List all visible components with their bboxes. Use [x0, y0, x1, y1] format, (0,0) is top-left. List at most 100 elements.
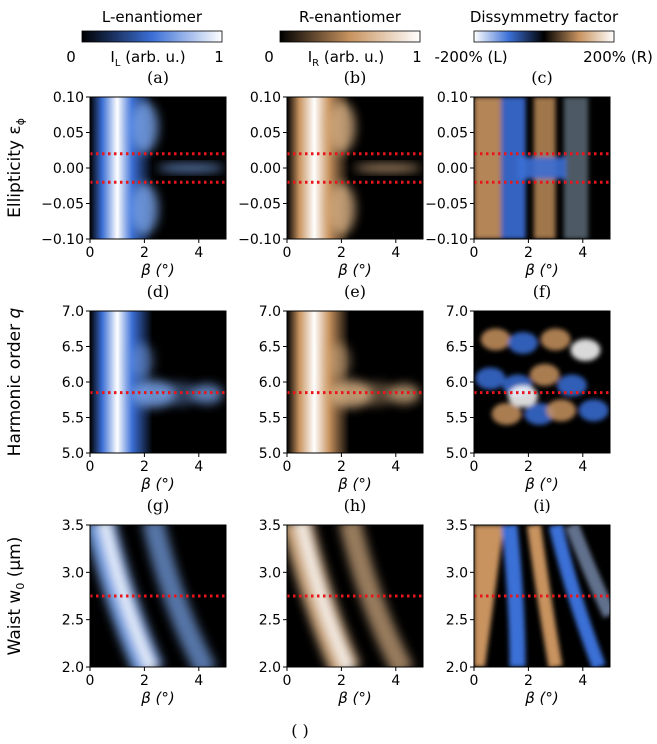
y-tick-label: 6.0 — [259, 375, 281, 391]
y-tick-label: 0.05 — [437, 126, 468, 142]
panel-label: (a) — [147, 68, 169, 87]
y-tick-label: 3.5 — [259, 518, 281, 534]
colorbar-min: 0 — [264, 48, 274, 66]
row-y-axis-label: Harmonic order q — [5, 307, 25, 456]
y-tick-label: 6.0 — [446, 375, 468, 391]
x-tick-label: 2 — [140, 673, 149, 689]
x-tick-label: 2 — [524, 245, 533, 261]
colorbar — [279, 30, 421, 43]
x-tick-label: 2 — [524, 459, 533, 475]
colorbar — [81, 30, 223, 43]
x-axis-label: β (°) — [140, 261, 175, 279]
heatmap-panel: 3.5 3.0 2.5 2.00 2 4 β (°) (g) — [62, 496, 227, 707]
colorbar — [473, 30, 615, 43]
y-tick-label: −0.10 — [425, 232, 468, 248]
x-tick-label: 0 — [86, 673, 95, 689]
panel-label: (f) — [533, 282, 551, 301]
y-tick-label: 3.0 — [259, 565, 281, 581]
x-tick-label: 4 — [578, 459, 587, 475]
y-tick-label: 5.5 — [259, 411, 281, 427]
y-tick-label: 3.0 — [446, 565, 468, 581]
x-tick-label: 4 — [391, 245, 400, 261]
x-tick-label: 2 — [524, 673, 533, 689]
x-axis-label: β (°) — [337, 475, 372, 493]
colorbar-label: IR (arb. u.) — [308, 48, 385, 69]
y-tick-label: 5.5 — [446, 411, 468, 427]
x-tick-label: 4 — [391, 673, 400, 689]
y-tick-label: 5.0 — [62, 446, 84, 462]
y-tick-label: 2.0 — [259, 660, 281, 676]
y-tick-label: 2.5 — [259, 613, 281, 629]
x-tick-label: 4 — [391, 459, 400, 475]
x-tick-label: 0 — [470, 245, 479, 261]
row-labels: Ellipticity εϕ Harmonic order q Waist w0 (… — [5, 118, 27, 655]
y-tick-label: 6.5 — [62, 340, 84, 356]
y-tick-label: 2.0 — [446, 660, 468, 676]
y-tick-label: 6.5 — [259, 340, 281, 356]
x-tick-label: 4 — [194, 459, 203, 475]
y-tick-label: 0.00 — [250, 161, 281, 177]
heatmap-panel: 3.5 3.0 2.5 2.00 2 4 β (°) (h) — [259, 496, 424, 707]
x-tick-label: 2 — [337, 459, 346, 475]
x-tick-label: 4 — [194, 673, 203, 689]
y-tick-label: 0.05 — [53, 126, 84, 142]
heatmap-panel: 0.10 0.05 0.00 −0.05 −0.100 2 4 β (°) (c) — [425, 68, 611, 279]
x-tick-label: 0 — [283, 673, 292, 689]
x-axis-label: β (°) — [524, 261, 559, 279]
y-tick-label: 3.5 — [62, 518, 84, 534]
colorbar-title: L-enantiomer — [102, 8, 203, 26]
y-tick-label: 3.5 — [446, 518, 468, 534]
bottom-label: ( ) — [291, 721, 309, 740]
y-tick-label: −0.10 — [41, 232, 84, 248]
y-tick-label: −0.10 — [238, 232, 281, 248]
y-tick-label: −0.05 — [238, 197, 281, 213]
x-tick-label: 4 — [194, 245, 203, 261]
y-tick-label: 2.5 — [62, 613, 84, 629]
y-tick-label: 3.0 — [62, 565, 84, 581]
colorbars: L-enantiomer 0 1 IL (arb. u.) R-enantiomer 0 1… — [66, 8, 653, 69]
x-axis-label: β (°) — [337, 689, 372, 707]
panel-label: (h) — [344, 496, 367, 515]
x-tick-label: 2 — [140, 245, 149, 261]
colorbar-max: 1 — [412, 48, 422, 66]
colorbar-title: Dissymmetry factor — [470, 8, 619, 26]
y-tick-label: −0.05 — [425, 197, 468, 213]
y-tick-label: 2.5 — [446, 613, 468, 629]
panel-label: (d) — [147, 282, 170, 301]
heatmap-panel: 7.0 6.5 6.0 5.5 5.00 2 4 β (°) (d) — [62, 282, 227, 493]
y-tick-label: 6.5 — [446, 340, 468, 356]
y-tick-label: 5.0 — [259, 446, 281, 462]
y-tick-label: 7.0 — [259, 304, 281, 320]
heatmap-panel: 7.0 6.5 6.0 5.5 5.00 2 4 β (°) (f) — [446, 282, 611, 493]
row-y-axis-label: Waist w0 (μm) — [5, 537, 27, 656]
heatmap-panel: 0.10 0.05 0.00 −0.05 −0.100 2 4 β (°) (a) — [41, 68, 227, 279]
x-tick-label: 2 — [337, 673, 346, 689]
panels: 0.100.050.00−0.05−0.100 2 4β (°)(a)0.100.0… — [41, 68, 611, 707]
x-axis-label: β (°) — [524, 689, 559, 707]
x-tick-label: 0 — [86, 459, 95, 475]
x-tick-label: 2 — [337, 245, 346, 261]
y-tick-label: 0.10 — [53, 90, 84, 106]
x-axis-label: β (°) — [524, 475, 559, 493]
x-tick-label: 4 — [578, 673, 587, 689]
colorbar-min: 0 — [66, 48, 76, 66]
x-tick-label: 0 — [470, 459, 479, 475]
heatmap-panel: 7.0 6.5 6.0 5.5 5.00 2 4 β (°) (e) — [259, 282, 424, 493]
y-tick-label: 0.00 — [437, 161, 468, 177]
colorbar-title: R-enantiomer — [299, 8, 402, 26]
y-tick-label: 6.0 — [62, 375, 84, 391]
panel-label: (b) — [344, 68, 367, 87]
y-tick-label: 5.0 — [446, 446, 468, 462]
y-tick-label: 0.05 — [250, 126, 281, 142]
x-tick-label: 4 — [578, 245, 587, 261]
y-tick-label: 0.10 — [437, 90, 468, 106]
x-tick-label: 0 — [283, 245, 292, 261]
x-axis-label: β (°) — [140, 475, 175, 493]
y-tick-label: 7.0 — [62, 304, 84, 320]
panel-label: (g) — [147, 496, 170, 515]
x-axis-label: β (°) — [140, 689, 175, 707]
heatmap-panel: 3.5 3.0 2.5 2.00 2 4 β (°) (i) — [446, 496, 611, 707]
y-tick-label: −0.05 — [41, 197, 84, 213]
panel-label: (c) — [531, 68, 552, 87]
